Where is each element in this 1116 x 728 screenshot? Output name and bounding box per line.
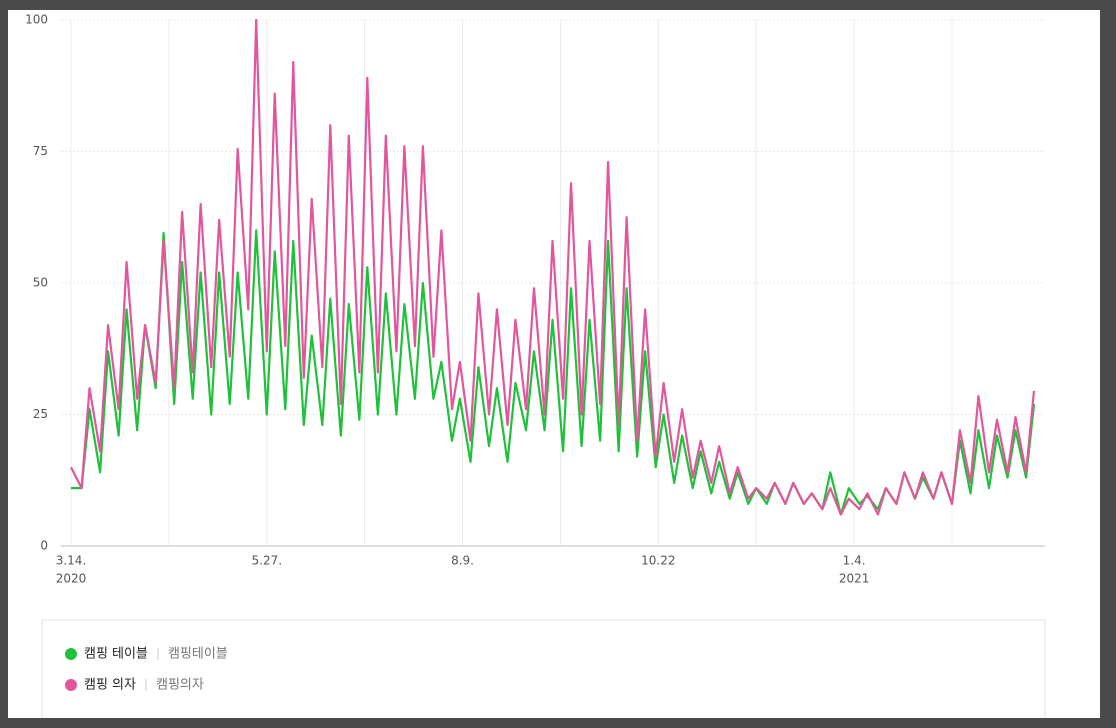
chart: 3.14. 5.27. 8.9. 10.22 1.4. 2020 2021 0 25 50 75 10… — [25, 13, 1046, 718]
legend-keywords: 캠핑의자 — [156, 678, 204, 693]
y-tick-label: 100 — [25, 13, 48, 27]
y-tick-label: 50 — [33, 276, 48, 290]
series-line — [71, 229, 1036, 516]
legend-keywords: 캠핑테이블 — [168, 647, 228, 662]
x-tick-label: 5.27. — [252, 554, 283, 568]
x-tick-label: 3.14. — [56, 554, 87, 568]
x-tick-label: 10.22 — [641, 554, 675, 568]
legend-label: 캠핑 의자 — [84, 678, 136, 693]
legend-box — [41, 619, 1046, 718]
x-tick-label: 1.4. — [843, 554, 866, 568]
y-tick-label: 0 — [40, 539, 48, 553]
y-tick-label: 75 — [33, 144, 48, 158]
legend-label: 캠핑 테이블 — [84, 647, 148, 662]
year-label: 2020 — [56, 572, 87, 586]
series-line — [70, 18, 1036, 516]
chart-panel: 3.14. 5.27. 8.9. 10.22 1.4. 2020 2021 0 25 50 75 10… — [8, 10, 1100, 718]
y-tick-label: 25 — [33, 407, 48, 421]
year-label: 2021 — [839, 572, 870, 586]
x-tick-label: 8.9. — [451, 554, 474, 568]
legend-marker — [65, 648, 77, 660]
legend-marker — [65, 679, 77, 691]
